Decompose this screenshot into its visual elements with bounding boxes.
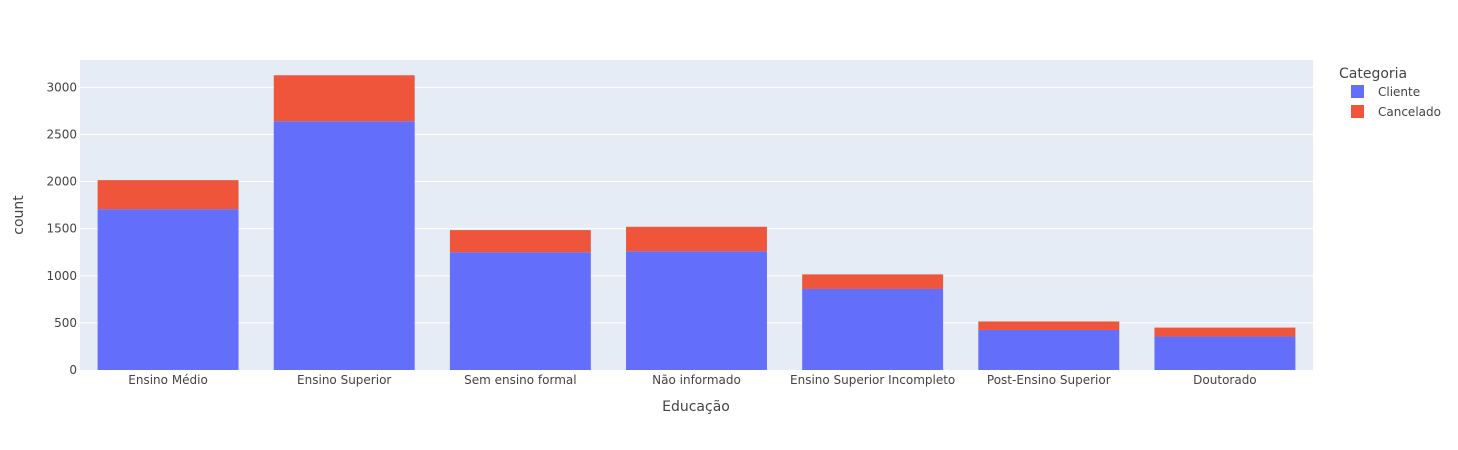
y-tick-label: 1000 bbox=[46, 269, 77, 283]
x-tick-label: Não informado bbox=[652, 373, 741, 387]
legend-swatch bbox=[1351, 85, 1364, 98]
bar-cliente[interactable] bbox=[802, 288, 944, 370]
bars bbox=[97, 75, 1296, 370]
x-tick-label: Sem ensino formal bbox=[464, 373, 577, 387]
y-tick-label: 2000 bbox=[46, 175, 77, 189]
y-tick-label: 1500 bbox=[46, 222, 77, 236]
bar-cliente[interactable] bbox=[626, 251, 767, 370]
x-axis-ticks: Ensino Médio Ensino Superior Sem ensino fo… bbox=[128, 373, 1256, 387]
y-tick-label: 0 bbox=[69, 363, 77, 377]
x-tick-label: Ensino Superior Incompleto bbox=[790, 373, 955, 387]
y-axis-title: count bbox=[11, 195, 27, 235]
x-tick-label: Ensino Médio bbox=[128, 373, 208, 387]
legend-item-cancelado[interactable]: Cancelado bbox=[1351, 105, 1441, 119]
x-tick-label: Doutorado bbox=[1193, 373, 1256, 387]
legend-title: Categoria bbox=[1339, 66, 1407, 82]
bar-cancelado[interactable] bbox=[802, 274, 944, 289]
bar-cliente[interactable] bbox=[273, 121, 415, 370]
bar-cliente[interactable] bbox=[978, 329, 1120, 370]
legend-item-cliente[interactable]: Cliente bbox=[1351, 85, 1420, 99]
x-axis-title: Educação bbox=[662, 399, 730, 415]
bar-cancelado[interactable] bbox=[626, 226, 767, 252]
legend-label: Cancelado bbox=[1378, 105, 1441, 119]
bar-cancelado[interactable] bbox=[97, 180, 239, 210]
legend-swatch bbox=[1351, 105, 1364, 118]
x-tick-label: Ensino Superior bbox=[297, 373, 391, 387]
legend-label: Cliente bbox=[1378, 85, 1420, 99]
y-tick-label: 3000 bbox=[46, 80, 77, 94]
x-tick-label: Post-Ensino Superior bbox=[987, 373, 1111, 387]
bar-cliente[interactable] bbox=[1154, 336, 1296, 370]
y-tick-label: 2500 bbox=[46, 127, 77, 141]
bar-cliente[interactable] bbox=[97, 209, 239, 370]
bar-cancelado[interactable] bbox=[978, 321, 1120, 330]
legend: Categoria Cliente Cancelado bbox=[1339, 66, 1441, 119]
bar-cancelado[interactable] bbox=[1154, 327, 1296, 337]
bar-cancelado[interactable] bbox=[273, 75, 415, 122]
legend-items: Cliente Cancelado bbox=[1351, 85, 1441, 119]
bar-cliente[interactable] bbox=[449, 252, 591, 370]
y-axis-ticks: 0 500 1000 1500 2000 2500 3000 bbox=[46, 80, 77, 377]
bar-cancelado[interactable] bbox=[449, 230, 591, 253]
y-tick-label: 500 bbox=[54, 316, 77, 330]
